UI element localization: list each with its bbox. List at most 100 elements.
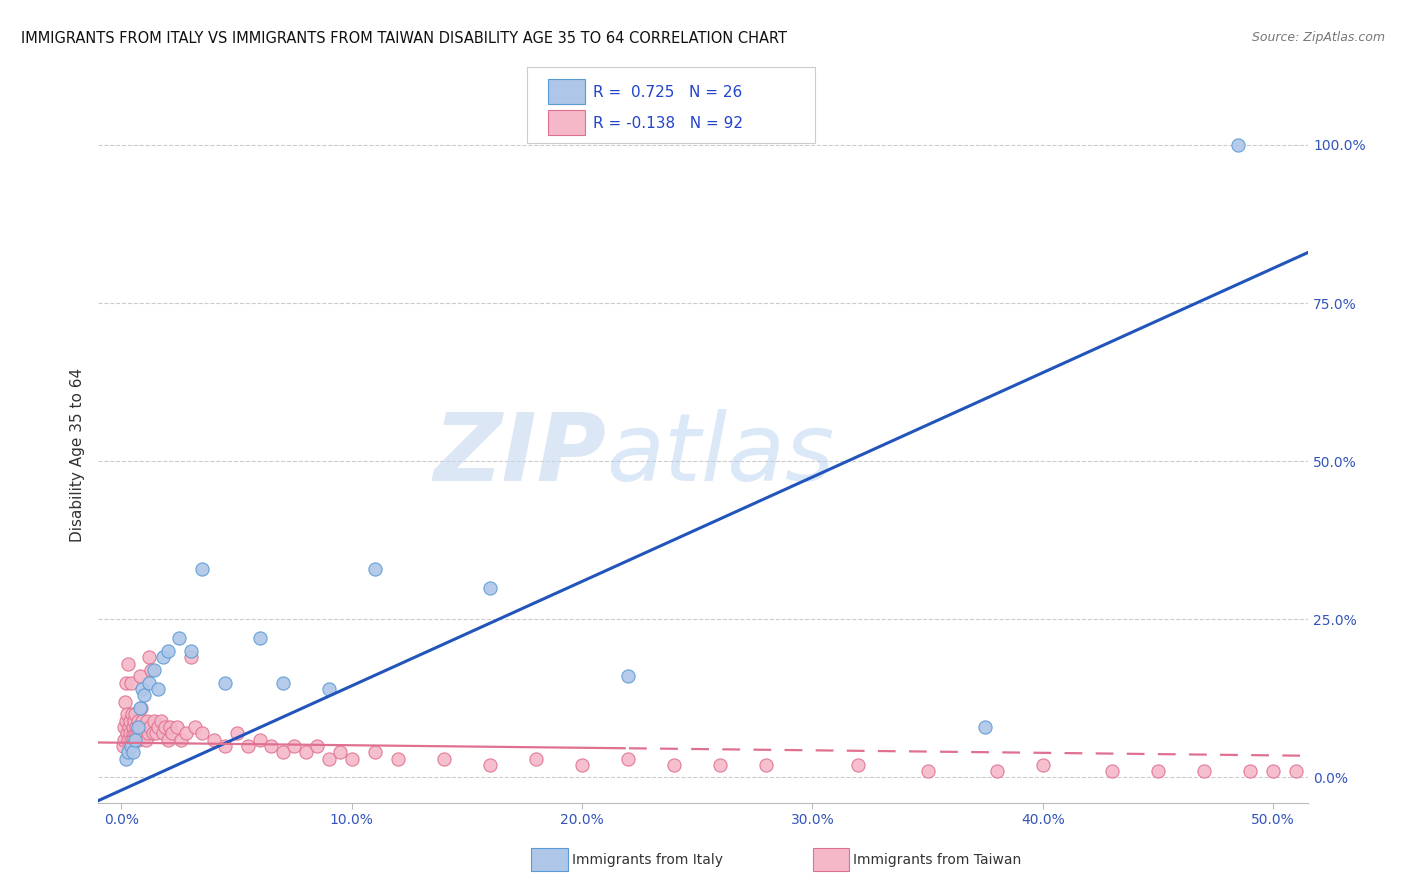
Point bbox=[118, 720, 141, 734]
Point bbox=[138, 675, 160, 690]
Point bbox=[125, 732, 148, 747]
Point bbox=[1285, 764, 1308, 779]
Point bbox=[131, 681, 153, 696]
Point bbox=[128, 720, 150, 734]
Point bbox=[152, 650, 174, 665]
Point bbox=[118, 726, 141, 740]
Point bbox=[917, 764, 939, 779]
Point bbox=[135, 732, 157, 747]
Point bbox=[271, 745, 294, 759]
Point bbox=[138, 650, 160, 665]
Point bbox=[307, 739, 329, 753]
Point bbox=[115, 751, 138, 765]
Text: R = -0.138   N = 92: R = -0.138 N = 92 bbox=[593, 116, 744, 131]
Point bbox=[156, 644, 179, 658]
Point bbox=[478, 757, 501, 772]
Point bbox=[387, 751, 409, 765]
Point bbox=[986, 764, 1008, 779]
Point bbox=[1331, 764, 1354, 779]
Point bbox=[142, 714, 165, 728]
Point bbox=[294, 745, 316, 759]
Point bbox=[122, 720, 145, 734]
Point bbox=[364, 562, 387, 576]
Point bbox=[202, 732, 225, 747]
Point bbox=[617, 751, 640, 765]
Point bbox=[121, 707, 143, 722]
Point bbox=[271, 675, 294, 690]
Point bbox=[1032, 757, 1054, 772]
Point bbox=[149, 714, 172, 728]
Point bbox=[1147, 764, 1170, 779]
Point bbox=[114, 695, 136, 709]
Point bbox=[156, 732, 179, 747]
Point bbox=[318, 751, 340, 765]
Point bbox=[139, 720, 162, 734]
Point bbox=[128, 669, 150, 683]
Point bbox=[191, 562, 214, 576]
Point bbox=[127, 720, 149, 734]
Point bbox=[134, 720, 156, 734]
Point bbox=[114, 714, 136, 728]
Point bbox=[617, 669, 640, 683]
Point bbox=[127, 726, 149, 740]
Point bbox=[135, 714, 157, 728]
Point bbox=[129, 701, 152, 715]
Point bbox=[571, 757, 593, 772]
Point bbox=[124, 726, 146, 740]
Point bbox=[115, 726, 138, 740]
Point bbox=[125, 720, 148, 734]
Point bbox=[122, 745, 145, 759]
Point bbox=[111, 739, 134, 753]
Point bbox=[184, 720, 207, 734]
Point bbox=[433, 751, 456, 765]
Point bbox=[112, 732, 135, 747]
Point bbox=[170, 732, 193, 747]
Point bbox=[132, 726, 155, 740]
Point bbox=[1227, 138, 1250, 153]
Point bbox=[1376, 764, 1399, 779]
Point bbox=[1192, 764, 1215, 779]
Point bbox=[318, 681, 340, 696]
Point bbox=[155, 720, 177, 734]
Y-axis label: Disability Age 35 to 64: Disability Age 35 to 64 bbox=[70, 368, 86, 542]
Point bbox=[117, 732, 139, 747]
Point bbox=[124, 707, 146, 722]
Point bbox=[122, 714, 145, 728]
Point bbox=[249, 632, 271, 646]
Point bbox=[115, 707, 138, 722]
Point bbox=[127, 732, 149, 747]
Point bbox=[180, 650, 202, 665]
Point bbox=[709, 757, 731, 772]
Point bbox=[122, 732, 145, 747]
Point bbox=[134, 688, 156, 702]
Point bbox=[755, 757, 778, 772]
Point bbox=[160, 726, 183, 740]
Point bbox=[1261, 764, 1284, 779]
Text: ZIP: ZIP bbox=[433, 409, 606, 501]
Point bbox=[115, 675, 138, 690]
Point bbox=[159, 720, 181, 734]
Text: Source: ZipAtlas.com: Source: ZipAtlas.com bbox=[1251, 31, 1385, 45]
Point bbox=[117, 745, 139, 759]
Point bbox=[148, 720, 170, 734]
Point bbox=[478, 581, 501, 595]
Point bbox=[117, 657, 139, 671]
Point bbox=[191, 726, 214, 740]
Point bbox=[236, 739, 259, 753]
Point bbox=[141, 726, 163, 740]
Text: R =  0.725   N = 26: R = 0.725 N = 26 bbox=[593, 86, 742, 100]
Point bbox=[131, 714, 153, 728]
Text: Immigrants from Italy: Immigrants from Italy bbox=[572, 853, 723, 867]
Point bbox=[283, 739, 305, 753]
Point bbox=[329, 745, 352, 759]
Point bbox=[174, 726, 197, 740]
Point bbox=[524, 751, 547, 765]
Point bbox=[1239, 764, 1261, 779]
Point bbox=[127, 714, 149, 728]
Point bbox=[214, 675, 236, 690]
Point bbox=[1101, 764, 1123, 779]
Point bbox=[848, 757, 870, 772]
Point bbox=[214, 739, 236, 753]
Point bbox=[145, 726, 167, 740]
Point bbox=[141, 663, 163, 677]
